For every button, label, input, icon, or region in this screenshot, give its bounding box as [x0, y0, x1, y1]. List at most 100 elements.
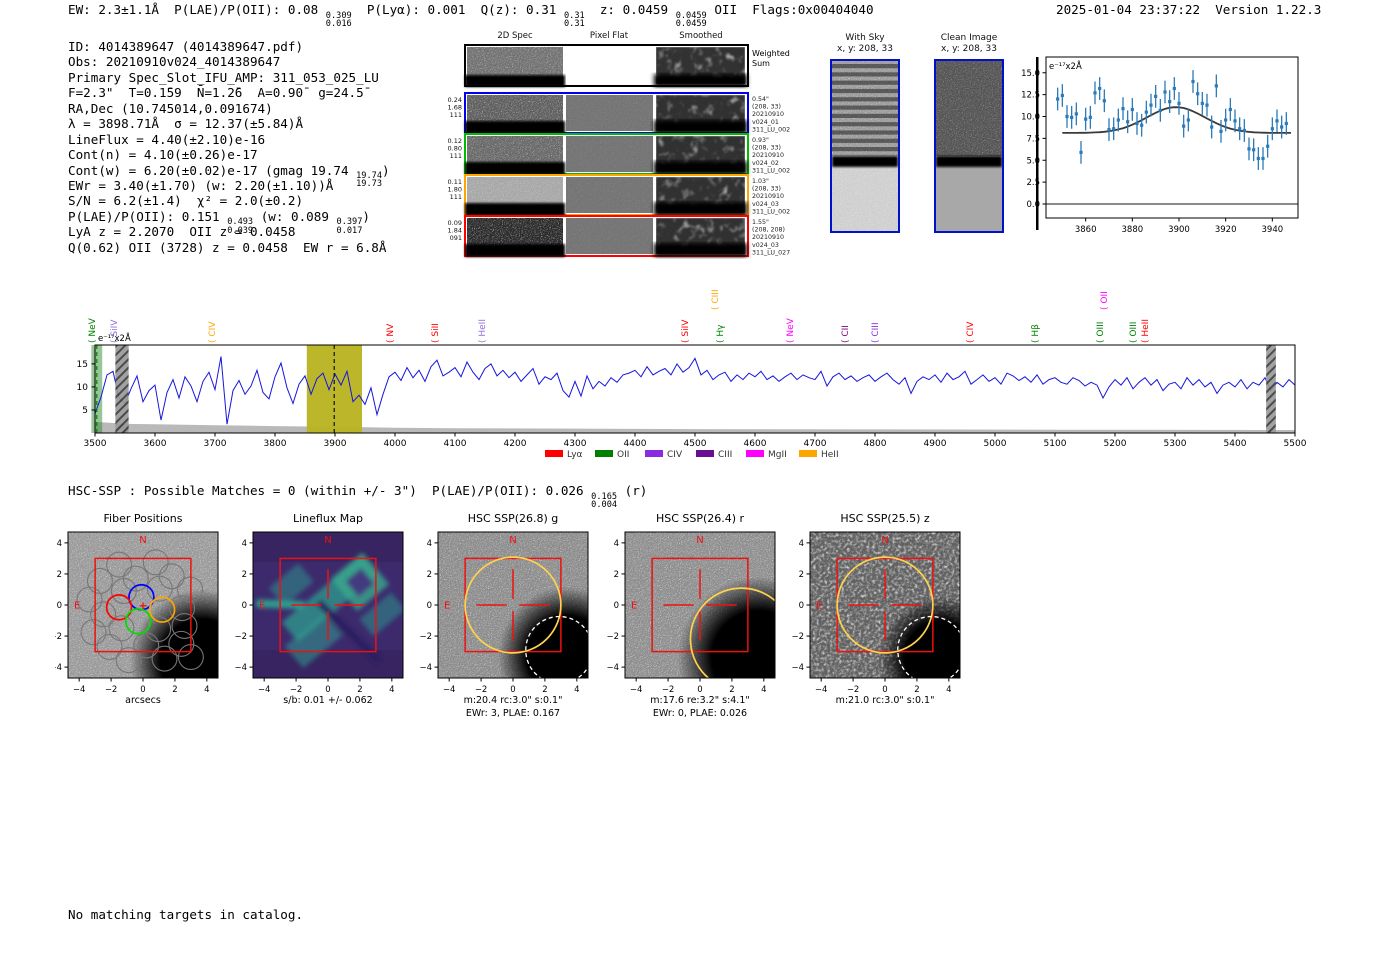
sky-dark-band	[936, 156, 1002, 167]
panel-title: HSC SSP(26.8) g	[468, 512, 559, 525]
north-label: N	[324, 535, 331, 546]
footer-note: No matching targets in catalog. Row inte…	[68, 875, 303, 953]
data-point	[1130, 107, 1134, 112]
fiber-row-right-label: 0.54"	[752, 96, 769, 103]
data-point	[1200, 101, 1204, 105]
info-9-text-0: EWr = 3.40(±1.70) (w: 2.20(±1.10))Å	[68, 177, 334, 193]
fiber-row-right-label: 1.03"	[752, 178, 769, 185]
pixel-flat-noise	[566, 95, 653, 131]
header-stack-5: 0.0459 0.0459	[676, 11, 707, 28]
hsc-stack-1-lo: 0.004	[591, 499, 618, 510]
fiber-row-left-label: 111	[450, 152, 462, 160]
xtick-label: 4700	[804, 439, 827, 449]
xtick-label: 4900	[924, 439, 947, 449]
report-timestamp: 2025-01-04 23:37:22 Version 1.22.3	[1056, 2, 1322, 17]
info-line-12: LyA z = 2.2070 OII z = 0.0458	[68, 224, 390, 239]
data-point	[1074, 112, 1078, 116]
cutout-dark-band	[654, 202, 747, 216]
xtick-label: 4	[946, 685, 951, 695]
clean-noise	[936, 61, 1002, 156]
header-summary-line: EW: 2.3±1.1Å P(LAE)/P(OII): 0.08 0.309 0.…	[68, 2, 874, 28]
data-point	[1228, 107, 1232, 112]
fiber-row-right-label: v024_03	[752, 201, 779, 208]
panel-title: HSC SSP(26.4) r	[656, 512, 745, 525]
xtick-label: 4	[761, 685, 766, 695]
header-text-2: P(Lyα): 0.001 Q(z): 0.31	[351, 2, 564, 17]
line-label-OIII: ( OIII	[1129, 322, 1139, 343]
data-point	[1214, 84, 1218, 88]
line-label-SiIV: ( SiIV	[110, 319, 120, 343]
ytick-label: 0	[427, 601, 432, 611]
header-stack-1: 0.309 0.016	[325, 10, 352, 28]
spec2d-col-header: 2D Spec	[497, 31, 533, 41]
fiber-row-right-label: (208, 33)	[752, 104, 781, 111]
xtick-label: 4600	[744, 439, 767, 449]
panel-content-0	[68, 532, 218, 678]
info-11-stack-3-hi: 0.397	[336, 217, 363, 228]
fiber-row-right-label: 311_LU_002	[752, 126, 790, 133]
panel-title: Fiber Positions	[104, 512, 183, 525]
data-point	[1070, 115, 1074, 119]
cutout-dark-band	[465, 162, 565, 175]
cutout-band-group	[654, 243, 747, 257]
info-line-0: ID: 4014389647 (4014389647.pdf)	[68, 39, 390, 54]
selected-fiber-circle	[105, 594, 133, 621]
cutout-band-group	[465, 203, 565, 216]
data-point	[1233, 119, 1237, 123]
ytick-label: 2	[57, 570, 62, 580]
fiber-row-right-label: 20210910	[752, 152, 784, 159]
info-11-text-0: P(LAE)/P(OII): 0.151	[68, 208, 228, 224]
panel-content-3	[625, 532, 775, 678]
panel-content-1	[253, 532, 403, 678]
line-label-CIII: ( CIII	[871, 322, 881, 343]
header-text-4: z: 0.0459	[584, 2, 676, 17]
fiber-row-right-label: v024_03	[752, 242, 779, 249]
panel-content-4	[810, 532, 960, 678]
noise-floor	[95, 421, 1295, 433]
fiber-circle	[169, 595, 196, 622]
info-line-13: Q(0.62) OII (3728) z = 0.0458 EW r = 6.8…	[68, 240, 390, 255]
fiber-row-right-label: 20210910	[752, 111, 784, 118]
xtick-label: 2	[172, 685, 177, 695]
sky-panel-title: With Sky	[845, 33, 885, 43]
xtick-label: 0	[325, 685, 330, 695]
xtick-label: −4	[443, 685, 456, 695]
ytick-label: 5.0	[1026, 156, 1040, 166]
data-point	[1280, 125, 1284, 129]
xtick-label: 4300	[564, 439, 587, 449]
lineflux-dark-top	[253, 532, 403, 562]
panel-xlabel: s/b: 0.01 +/- 0.062	[283, 695, 372, 706]
sky-panel-subtitle: x, y: 208, 33	[941, 44, 997, 54]
fiber-row-right-label: v024_02	[752, 160, 779, 167]
header-text-6: OII Flags:0x00404040	[706, 2, 874, 17]
line-label-NeV: ( NeV	[88, 317, 98, 343]
xtick-label: 5100	[1044, 439, 1067, 449]
cutout-dark-band	[654, 161, 747, 175]
xtick-label: 4400	[624, 439, 647, 449]
fiber-row-right-label: v024_01	[752, 119, 779, 126]
header-stack-1-hi: 0.309	[325, 10, 352, 21]
cutout-dark-band	[654, 120, 747, 134]
fiber-circle	[133, 632, 160, 659]
xtick-label: 5200	[1104, 439, 1127, 449]
ytick-label: 7.5	[1026, 134, 1040, 144]
panel-sublabel: EWr: 0, PLAE: 0.026	[653, 708, 747, 719]
panel-title: HSC SSP(25.5) z	[840, 512, 930, 525]
extraction-box	[279, 557, 377, 653]
ytick-label: 12.5	[1021, 91, 1040, 101]
info-4-text-0: RA,Dec (10.745014,0.091674)	[68, 100, 273, 116]
plot-frame	[1045, 56, 1299, 219]
lineflux-dark-bottom	[253, 650, 403, 678]
fiber-circle	[171, 612, 198, 639]
xtick-label: 4	[389, 685, 394, 695]
data-point	[1112, 127, 1116, 131]
emission-line-fit-plot: 0.0 2.5 5.0 7.5 10.0 12.5 15.0 3860 3880 3900 3920…	[1021, 56, 1299, 235]
info-8-text-2: )	[382, 162, 390, 178]
ytick-label: 2	[799, 570, 804, 580]
xtick-label: −2	[847, 685, 860, 695]
fiber-row-right-label: 311_LU_027	[752, 249, 790, 256]
data-point	[1219, 129, 1223, 133]
panel-title: Lineflux Map	[293, 512, 363, 525]
line-label-CII: ( CII	[841, 325, 851, 343]
data-point	[1084, 117, 1088, 121]
